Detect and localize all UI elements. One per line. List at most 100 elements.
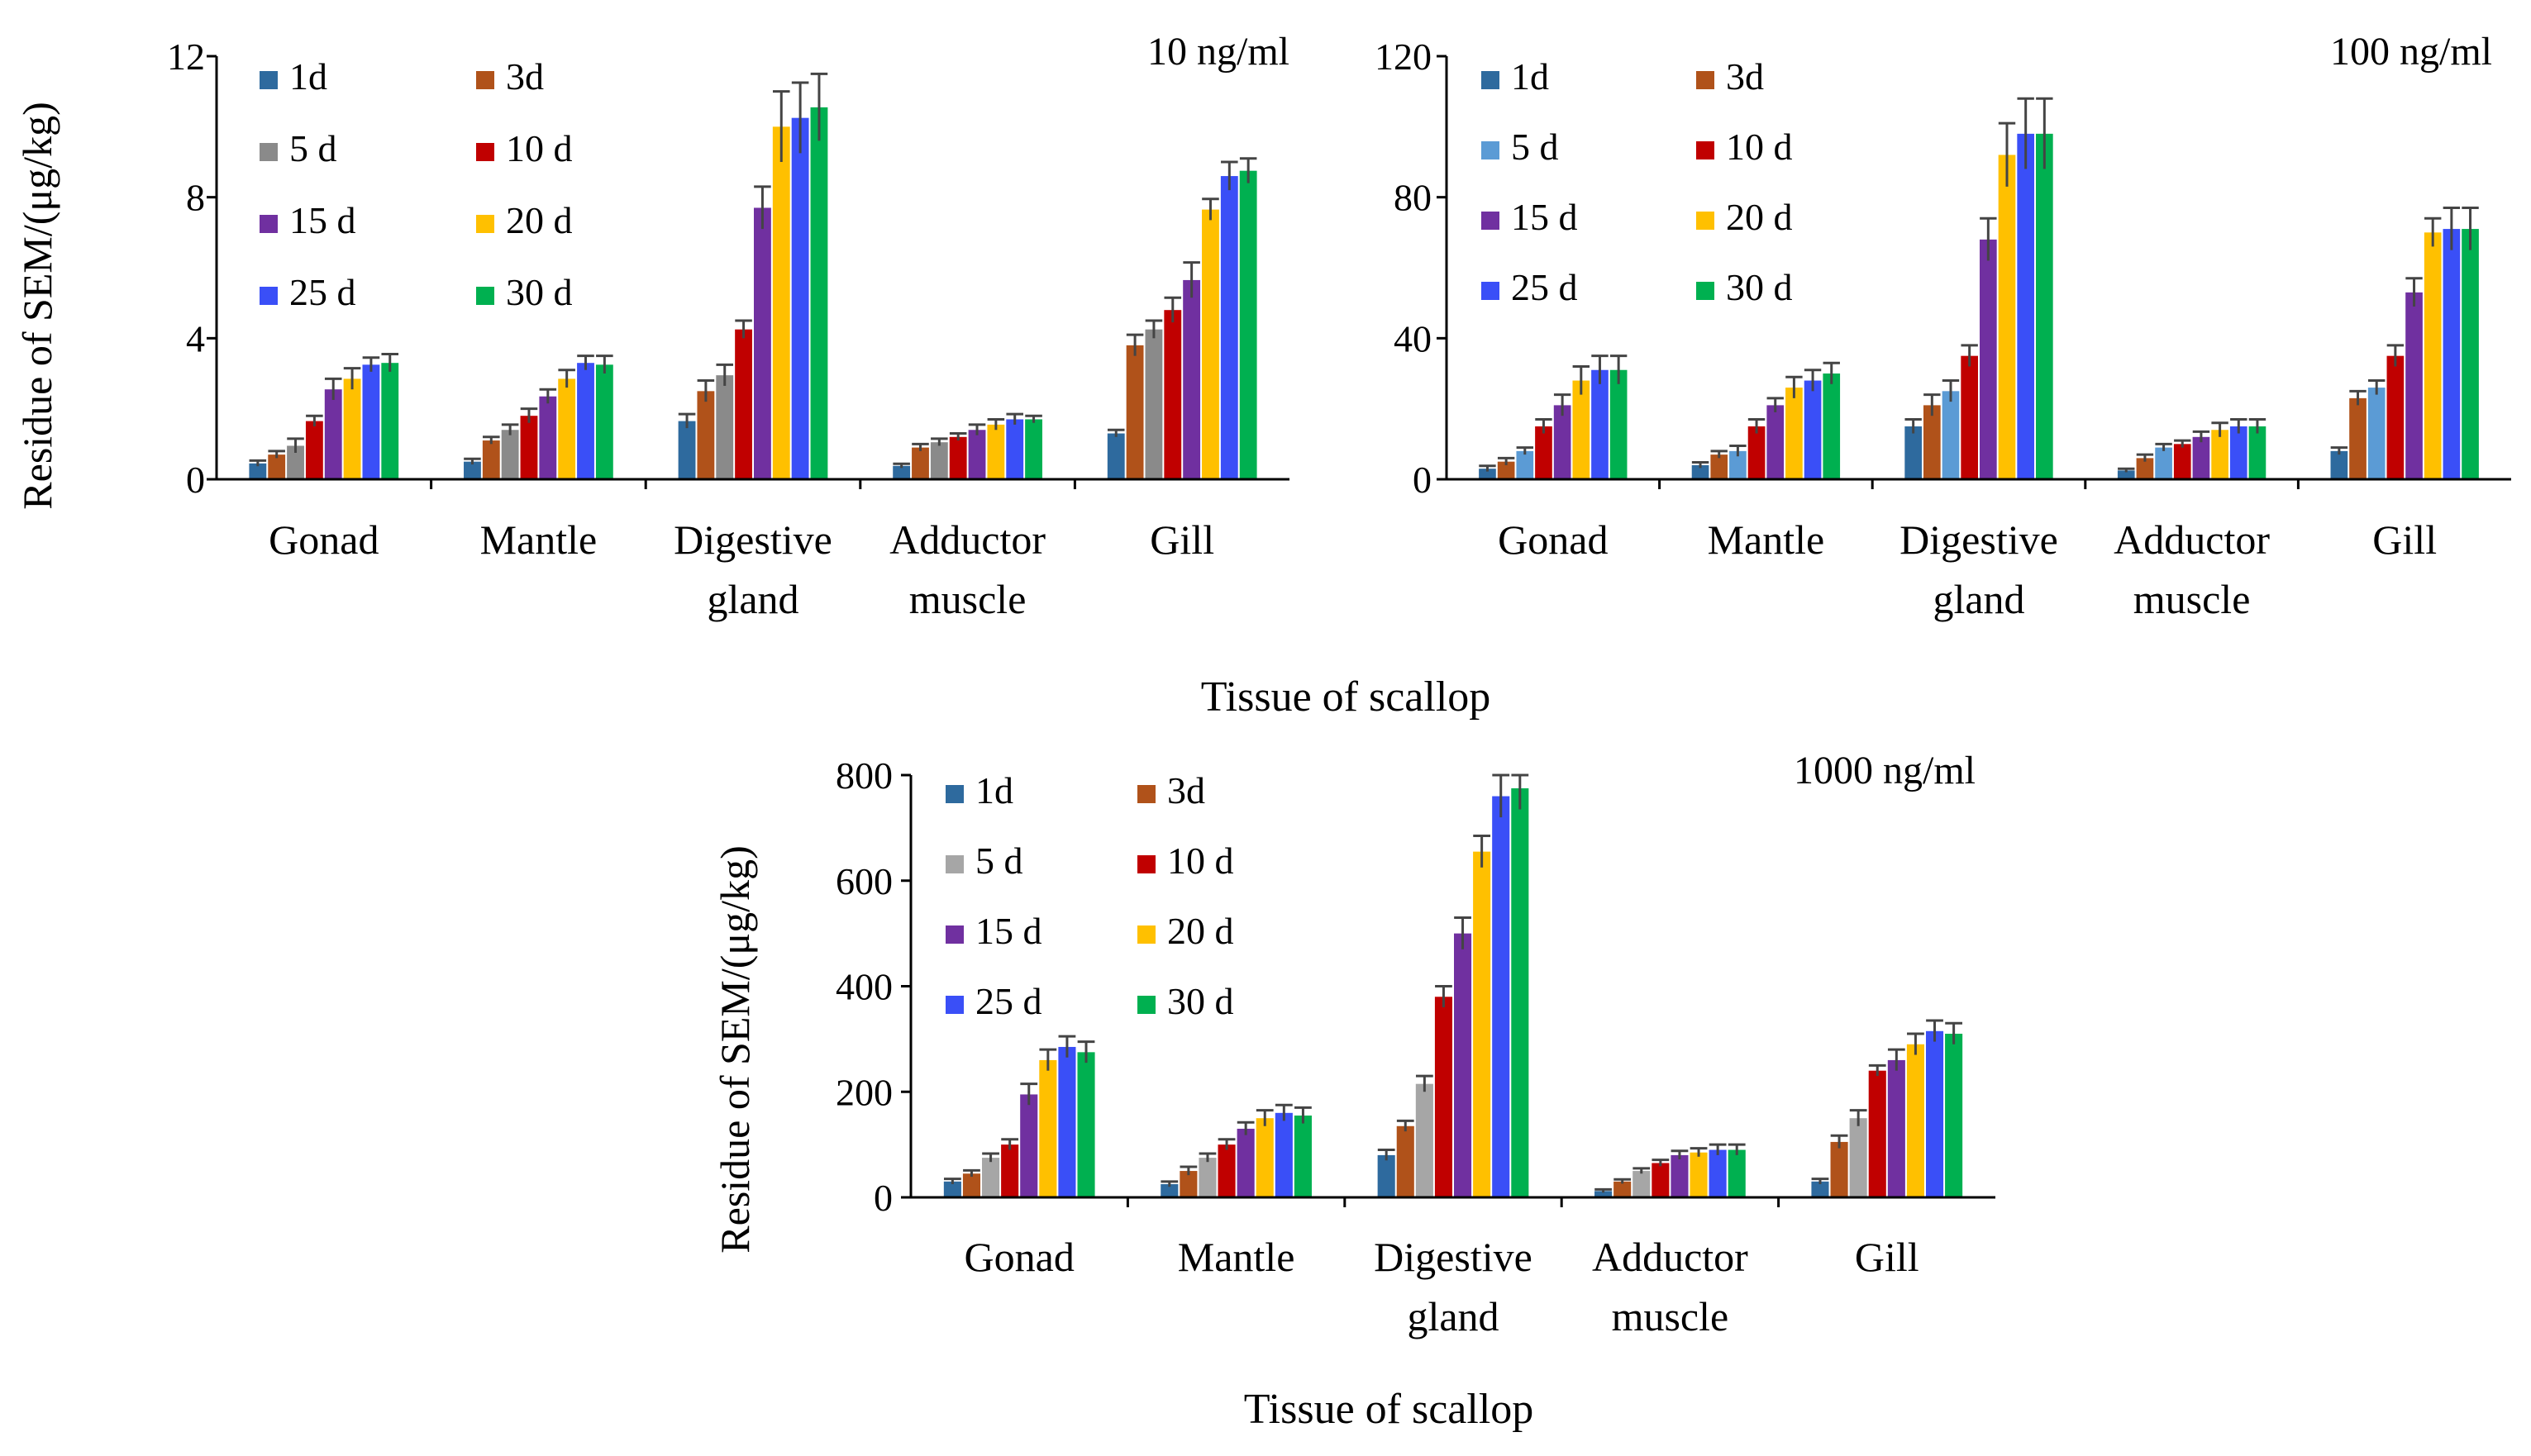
bar (482, 440, 500, 479)
bar (1671, 1154, 1689, 1197)
category-label: Gonad (965, 1234, 1075, 1280)
legend-label: 25 d (289, 271, 356, 313)
y-axis-label: Residue of SEM/(μg/kg) (14, 102, 60, 509)
bar (1804, 380, 1822, 479)
legend-label: 20 d (1726, 196, 1793, 238)
bar (2349, 397, 2367, 479)
legend-swatch (1481, 141, 1499, 159)
category-label: Gonad (1498, 516, 1608, 563)
bar (1591, 369, 1609, 479)
bar (1868, 1070, 1886, 1197)
y-tick-label: 8 (186, 177, 205, 219)
bar (810, 107, 828, 479)
legend-label: 1d (289, 55, 327, 98)
legend-swatch (1137, 925, 1156, 944)
legend-swatch (1481, 282, 1499, 300)
y-tick-label: 800 (836, 754, 893, 797)
legend-swatch (476, 71, 494, 89)
bar (1396, 1125, 1414, 1197)
bar (1377, 1154, 1395, 1197)
category-label: Gonad (269, 516, 379, 563)
category-label: muscle (2133, 576, 2251, 622)
bar (1609, 369, 1628, 479)
bar (1275, 1112, 1293, 1197)
category-label: gland (707, 576, 798, 622)
legend: 1d 3d 5 d 10 d 15 d 20 d 25 d 30 d (1481, 55, 1793, 308)
bar (943, 1181, 961, 1197)
bar (1237, 1128, 1255, 1197)
legend-label: 3d (1167, 769, 1205, 811)
bar (464, 461, 481, 479)
category-label: Gill (2372, 516, 2437, 563)
legend-label: 3d (1726, 55, 1764, 98)
bar (2155, 447, 2172, 479)
bar (962, 1173, 981, 1197)
bar (1161, 1184, 1179, 1197)
bar (324, 389, 342, 479)
bar (1553, 405, 1571, 479)
legend-swatch (946, 855, 964, 873)
bar (1516, 450, 1534, 479)
bar (539, 396, 557, 479)
legend-swatch (946, 996, 964, 1014)
bar (1710, 454, 1728, 479)
bar (1001, 1144, 1019, 1197)
bar (558, 378, 576, 479)
bar (1906, 1044, 1924, 1197)
bar (2405, 292, 2423, 479)
y-tick-label: 40 (1394, 317, 1432, 359)
bar (1164, 310, 1182, 479)
bar (912, 447, 929, 479)
category-label: Digestive (1899, 516, 2058, 563)
category-label: gland (1407, 1293, 1499, 1339)
panel-title: 100 ng/ml (2330, 30, 2492, 74)
bar (381, 363, 399, 479)
bar (1923, 405, 1941, 479)
bar (1006, 419, 1024, 479)
bar (2443, 229, 2461, 479)
panel-title: 10 ng/ml (1147, 30, 1289, 74)
y-ticks: 0 40 80 120 (1375, 36, 1447, 501)
bar (1633, 1171, 1651, 1197)
bar (2330, 450, 2348, 479)
legend-swatch (260, 287, 278, 305)
category-label: Digestive (674, 516, 832, 563)
category-labels: Gonad Mantle Digestive gland Adductor muscle G… (1498, 516, 2437, 622)
bar (2367, 388, 2386, 479)
legend-swatch (1696, 282, 1714, 300)
legend-swatch (476, 143, 494, 161)
bars (1479, 97, 2479, 479)
bar (1473, 851, 1491, 1197)
legend: 1d 3d 5 d 10 d 15 d 20 d 25 d 30 d (260, 55, 573, 313)
bar (1747, 426, 1766, 479)
bar (2117, 470, 2135, 479)
panel-100ng: 100 ng/ml 1d 3d 5 d 10 d 15 d 20 d 25 d 30 d 0 4… (1375, 30, 2511, 622)
bar (2136, 458, 2154, 479)
bar (501, 430, 519, 479)
legend-swatch (476, 287, 494, 305)
legend-label: 30 d (1726, 266, 1793, 308)
bar (1220, 176, 1238, 480)
y-tick-label: 0 (874, 1177, 893, 1219)
panel-title: 1000 ng/ml (1794, 749, 1976, 792)
category-label: Adductor (889, 516, 1046, 563)
bar (2424, 232, 2442, 479)
bar (982, 1158, 1000, 1197)
legend-label: 10 d (1726, 126, 1793, 168)
y-tick-label: 12 (167, 36, 205, 78)
bar (1998, 155, 2016, 479)
bar (1218, 1144, 1236, 1197)
category-label: Adductor (1592, 1234, 1748, 1280)
y-tick-label: 4 (186, 317, 205, 359)
legend-label: 5 d (1511, 126, 1559, 168)
bar (1239, 170, 1257, 479)
bar (1454, 933, 1472, 1197)
bar (577, 363, 594, 479)
bar (1434, 997, 1452, 1197)
bar (1572, 380, 1590, 479)
legend-label: 20 d (506, 199, 573, 241)
category-label: Mantle (1178, 1234, 1295, 1280)
bar (1945, 1033, 1963, 1197)
legend-swatch (260, 215, 278, 233)
